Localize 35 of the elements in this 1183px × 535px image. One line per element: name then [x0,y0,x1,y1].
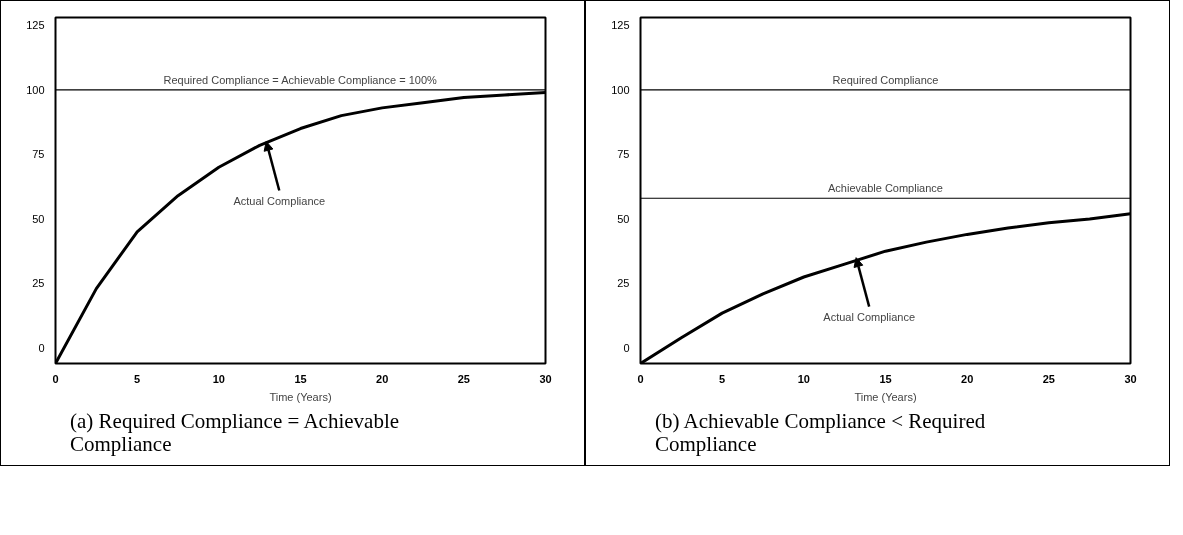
x-tick-label: 30 [539,372,552,385]
y-tick-label: 25 [32,277,45,290]
y-tick-label: 100 [611,83,630,96]
x-tick-label: 20 [961,372,974,385]
y-tick-label: 50 [617,212,630,225]
x-tick-label: 15 [294,372,307,385]
y-tick-label: 0 [623,342,630,355]
x-tick-label: 30 [1124,372,1137,385]
text: (a) Required Compliance = Achievable Compliance [70,409,401,457]
x-tick-label: 0 [52,372,59,385]
y-tick-label: 0 [38,342,45,355]
x-axis-title: Time (Years) [269,390,332,403]
x-tick-label: 0 [637,372,644,385]
y-tick-label: 25 [617,277,630,290]
annotation: Actual Compliance [233,194,326,207]
x-tick-label: 5 [134,372,141,385]
y-tick-label: 100 [26,83,45,96]
x-axis-title: Time (Years) [854,390,917,403]
x-tick-label: 20 [376,372,389,385]
y-tick-label: 75 [617,148,630,161]
x-tick-label: 5 [719,372,726,385]
annotation: Actual Compliance [823,310,916,323]
ref-line-label: Required Compliance = Achievable Compliance = 100% [163,73,438,86]
x-tick-label: 25 [1042,372,1055,385]
y-tick-label: 50 [32,212,45,225]
ref-line-label: Achievable Compliance [828,182,943,195]
x-tick-label: 25 [457,372,470,385]
y-tick-label: 125 [611,19,630,32]
y-tick-label: 125 [26,19,45,32]
y-tick-label: 75 [32,148,45,161]
ref-line-label: Required Compliance [832,73,939,86]
x-tick-label: 10 [797,372,810,385]
x-tick-label: 10 [212,372,225,385]
text: (b) Achievable Compliance < Required Compliance [655,409,987,457]
x-tick-label: 15 [879,372,892,385]
